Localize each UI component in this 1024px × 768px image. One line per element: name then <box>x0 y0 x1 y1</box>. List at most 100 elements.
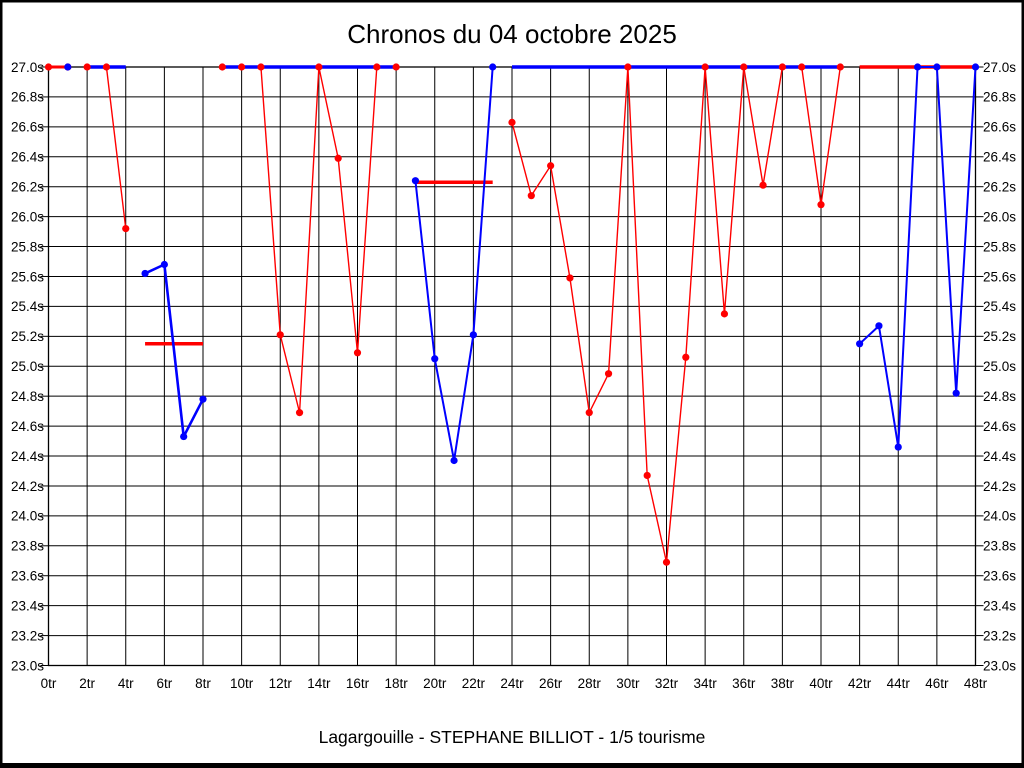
y-tick-label-left: 25.4s <box>11 299 44 314</box>
red-driver-point <box>759 181 767 189</box>
x-tick-label: 28tr <box>578 676 602 691</box>
y-tick-label-left: 24.6s <box>11 419 44 434</box>
red-driver-point <box>102 63 111 71</box>
x-tick-label: 30tr <box>616 676 640 691</box>
x-tick-label: 24tr <box>500 676 524 691</box>
y-tick-label-right: 26.8s <box>983 90 1016 105</box>
red-driver-point <box>392 63 400 71</box>
y-tick-label-left: 24.8s <box>11 389 44 404</box>
red-driver-point <box>720 310 729 318</box>
blue-driver-point <box>933 63 941 71</box>
x-tick-label: 2tr <box>79 676 95 691</box>
blue-driver-point <box>894 443 902 451</box>
blue-driver-point <box>952 389 960 397</box>
blue-driver-line <box>858 66 977 449</box>
x-tick-label: 10tr <box>230 676 254 691</box>
y-tick-label-left: 26.0s <box>11 209 44 224</box>
y-axis-labels-right: 27.0s 26.8s 26.6s 26.4s 26.2s 26.0s 25.8s 25.6s… <box>983 60 1016 673</box>
y-tick-label-left: 23.0s <box>11 658 44 673</box>
y-tick-label-right: 24.0s <box>983 509 1016 524</box>
blue-driver-point <box>141 269 149 278</box>
x-tick-label: 38tr <box>771 676 795 691</box>
x-tick-label: 44tr <box>887 676 911 691</box>
y-tick-label-right: 24.2s <box>983 479 1016 494</box>
red-driver-point <box>122 224 130 233</box>
y-tick-label-left: 26.2s <box>11 180 44 195</box>
x-tick-label: 36tr <box>732 676 756 691</box>
y-tick-label-left: 25.0s <box>11 359 44 374</box>
red-driver-point <box>353 349 362 357</box>
blue-driver-point <box>411 177 420 185</box>
y-tick-label-left: 25.2s <box>11 329 44 344</box>
x-tick-label: 18tr <box>384 676 408 691</box>
blue-driver-point <box>64 63 72 71</box>
red-driver-point <box>817 201 825 209</box>
y-tick-label-left: 26.6s <box>11 120 44 135</box>
blue-driver-point <box>160 260 168 269</box>
series-markers <box>44 63 980 566</box>
y-axis-labels-left: 27.0s 26.8s 26.6s 26.4s 26.2s 26.0s 25.8s 25.6s… <box>11 60 44 673</box>
y-tick-label-left: 23.8s <box>11 539 44 554</box>
x-tick-label: 22tr <box>462 676 486 691</box>
y-tick-label-right: 24.6s <box>983 419 1016 434</box>
blue-driver-point <box>180 432 188 441</box>
x-tick-label: 46tr <box>925 676 949 691</box>
chart-footer: Lagargouille - STEPHANE BILLIOT - 1/5 to… <box>319 727 706 747</box>
y-tick-label-left: 24.0s <box>11 509 44 524</box>
red-driver-point <box>547 162 555 170</box>
red-driver-point <box>508 118 516 126</box>
blue-driver-point <box>199 395 207 403</box>
x-tick-label: 34tr <box>693 676 717 691</box>
blue-driver-line <box>144 263 205 438</box>
x-tick-label: 8tr <box>195 676 211 691</box>
x-tick-label: 14tr <box>307 676 331 691</box>
y-tick-label-left: 23.4s <box>11 598 44 613</box>
red-driver-point <box>682 353 690 361</box>
y-tick-label-left: 25.8s <box>11 239 44 254</box>
y-tick-label-right: 24.8s <box>983 389 1016 404</box>
red-driver-point <box>701 63 709 71</box>
y-tick-label-left: 23.6s <box>11 569 44 584</box>
red-driver-point <box>218 63 226 71</box>
blue-driver-point <box>450 456 458 465</box>
chart-title: Chronos du 04 octobre 2025 <box>347 19 677 49</box>
x-tick-label: 12tr <box>269 676 293 691</box>
red-driver-point <box>295 409 304 417</box>
blue-driver-point <box>489 63 497 71</box>
blue-driver-point <box>971 63 980 71</box>
red-driver-point <box>662 558 671 566</box>
y-tick-label-right: 26.0s <box>983 209 1016 224</box>
y-tick-label-left: 24.2s <box>11 479 44 494</box>
y-tick-label-right: 26.4s <box>983 150 1016 165</box>
red-driver-point <box>778 63 786 71</box>
y-tick-label-right: 25.4s <box>983 299 1016 314</box>
red-driver-point <box>604 370 613 378</box>
x-tick-label: 42tr <box>848 676 872 691</box>
x-tick-label: 16tr <box>346 676 370 691</box>
y-tick-label-left: 25.6s <box>11 269 44 284</box>
y-tick-label-right: 25.2s <box>983 329 1016 344</box>
red-driver-point <box>83 63 91 71</box>
gridlines <box>47 66 977 667</box>
x-tick-label: 0tr <box>41 676 57 691</box>
red-driver-point <box>44 63 53 71</box>
y-tick-label-right: 25.6s <box>983 269 1016 284</box>
red-driver-point <box>566 274 574 282</box>
red-driver-point <box>643 471 651 480</box>
y-tick-label-left: 26.8s <box>11 90 44 105</box>
red-driver-point <box>276 331 284 339</box>
x-tick-label: 40tr <box>809 676 833 691</box>
blue-driver-point <box>469 331 477 339</box>
red-driver-point <box>334 154 342 162</box>
x-tick-label: 32tr <box>655 676 679 691</box>
red-driver-point <box>315 63 323 71</box>
red-driver-point <box>238 63 246 71</box>
red-driver-point <box>585 409 593 417</box>
y-tick-label-right: 23.0s <box>983 658 1016 673</box>
x-axis-labels: 0tr 2tr 4tr 6tr 8tr 10tr 12tr 14tr 16tr 18tr 20tr 2… <box>41 676 988 691</box>
y-tick-label-right: 26.6s <box>983 120 1016 135</box>
y-tick-label-right: 24.4s <box>983 449 1016 464</box>
red-driver-point <box>740 63 748 71</box>
